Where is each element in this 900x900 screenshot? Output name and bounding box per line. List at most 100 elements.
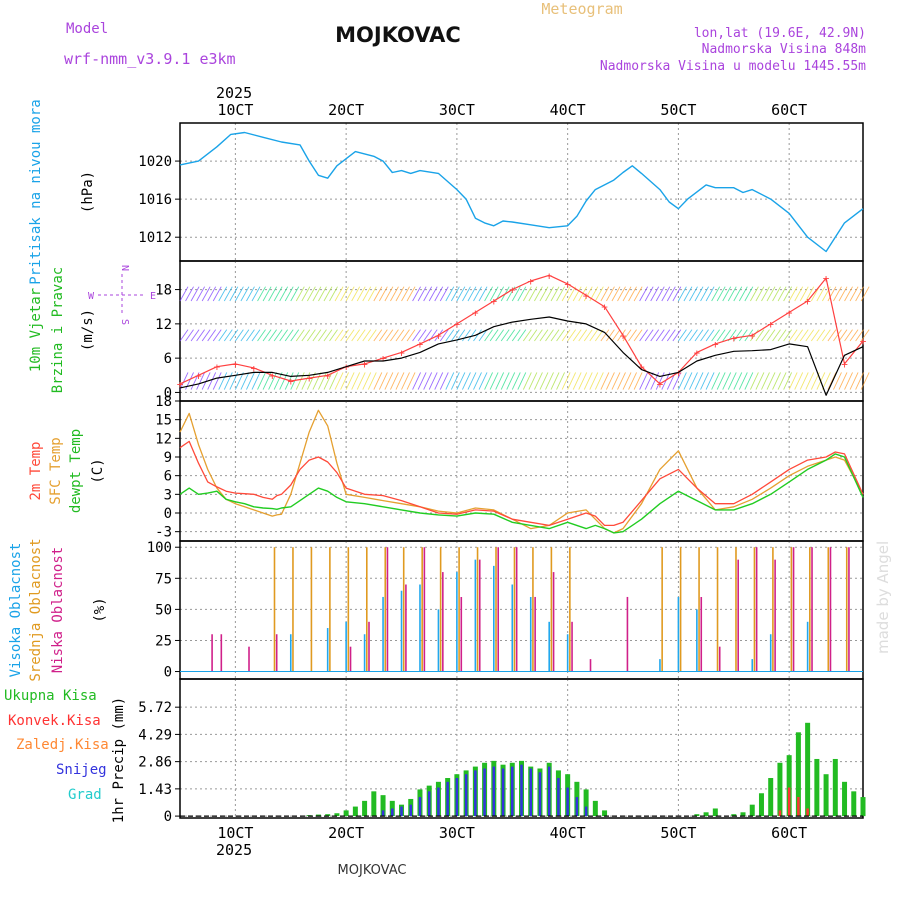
wind-barb	[196, 286, 206, 302]
wind-barb	[251, 286, 261, 302]
wind-gust-marker: +	[195, 369, 202, 382]
wind-barb	[772, 372, 781, 390]
precip-bar-total	[758, 793, 764, 817]
wind-barb	[428, 372, 438, 390]
wind-barb	[273, 286, 283, 302]
wind-barb	[567, 329, 577, 342]
wind-barb	[223, 372, 233, 390]
wind-barb	[235, 329, 244, 342]
wind-barb	[356, 329, 366, 342]
wind-unit: (m/s)	[80, 309, 96, 351]
wind-barb	[727, 286, 737, 302]
time-label-top: 30CT	[439, 101, 475, 119]
model-elevation-text: Nadmorska Visina u modelu 1445.55m	[600, 59, 866, 74]
wind-barb	[744, 372, 754, 390]
precip-legend-conv: Konvek.Kisa	[8, 713, 101, 729]
wind-barb	[522, 329, 532, 342]
wind-barb	[860, 329, 870, 342]
wind-barb	[284, 329, 294, 342]
wind-barb	[677, 372, 687, 390]
precip-bar-snow	[391, 808, 394, 817]
wind-barb	[777, 372, 787, 390]
ytick-label: 1012	[138, 230, 172, 246]
wind-gust-marker: +	[472, 306, 479, 319]
wind-gust-marker: +	[417, 338, 424, 351]
wind-barb	[572, 329, 582, 342]
meteogram-subtitle: Meteogram	[541, 0, 622, 18]
wind-barb	[849, 286, 859, 302]
wind-gust-marker: +	[730, 332, 737, 345]
wind-barb	[384, 372, 394, 390]
precip-bar-snow	[584, 806, 588, 817]
wind-barb	[844, 372, 853, 390]
wind-barb	[362, 286, 372, 302]
wind-barb	[417, 329, 427, 342]
wind-barb	[550, 286, 560, 302]
wind-barb	[207, 329, 217, 342]
wind-barb	[755, 329, 765, 342]
wind-barb	[594, 372, 604, 390]
wind-barb	[229, 329, 239, 342]
pressure-unit: (hPa)	[80, 171, 96, 213]
wind-gust-marker: +	[767, 318, 774, 331]
precip-bar-snow	[418, 797, 422, 817]
wind-barb	[716, 286, 726, 302]
wind-barb	[450, 286, 460, 302]
wind-barb	[384, 329, 394, 342]
wind-barb	[750, 329, 759, 342]
precip-bar-total	[592, 800, 598, 817]
ytick-label: 75	[155, 571, 172, 587]
wind-barb	[323, 286, 333, 302]
wind-barb	[606, 372, 615, 390]
wind-barb	[373, 329, 383, 342]
compass-n: N	[119, 265, 130, 271]
wind-barb	[295, 329, 305, 342]
wind-barb	[362, 372, 372, 390]
wind-barb	[478, 372, 488, 390]
wind-barb	[257, 329, 266, 342]
wind-barb	[600, 372, 610, 390]
wind-barb	[600, 286, 610, 302]
wind-barb	[561, 329, 571, 342]
wind-gust-marker: +	[380, 352, 387, 365]
wind-barb	[489, 372, 499, 390]
wind-barb	[373, 286, 383, 302]
wind-barb	[583, 372, 593, 390]
wind-barb	[279, 329, 289, 342]
wind-barb	[738, 372, 748, 390]
wind-barb	[329, 372, 338, 390]
plot-area: 1012 1016 1020 0 6 12 18 + + + + + + + + + + + + + + + + + + + + + +…	[138, 101, 870, 842]
ytick-label: 12	[155, 317, 172, 333]
wind-barb	[844, 329, 853, 342]
ytick-label: 1020	[138, 154, 172, 170]
precip-bar-total	[731, 814, 737, 817]
wind-barb	[467, 329, 477, 342]
t2m-line	[179, 440, 864, 527]
precip-bar-snow	[511, 766, 514, 817]
wind-barb	[578, 372, 588, 390]
wind-barb	[445, 372, 455, 390]
ytick-label: 9	[164, 450, 172, 466]
station-title: MOJKOVAC	[335, 23, 461, 47]
ytick-label: 12	[155, 431, 172, 447]
wind-barb	[450, 329, 460, 342]
wind-barb	[822, 329, 831, 342]
wind-barb	[201, 286, 211, 302]
wind-gust-marker: +	[361, 358, 368, 371]
wind-barb	[556, 329, 565, 342]
precip-bar-total	[334, 813, 340, 817]
wind-barb	[367, 329, 377, 342]
wind-barb	[439, 329, 449, 342]
wind-barb	[434, 286, 444, 302]
wind-barb	[622, 329, 632, 342]
wind-barb	[639, 286, 649, 302]
wind-barb	[611, 286, 621, 302]
wind-barb	[246, 372, 255, 390]
wind-barb	[517, 286, 527, 302]
wind-barb	[761, 329, 770, 342]
wind-barb	[738, 329, 748, 342]
wind-barb	[395, 372, 405, 390]
precip-bar-total	[315, 814, 321, 817]
wind-barb	[212, 329, 222, 342]
wind-barb	[423, 329, 433, 342]
